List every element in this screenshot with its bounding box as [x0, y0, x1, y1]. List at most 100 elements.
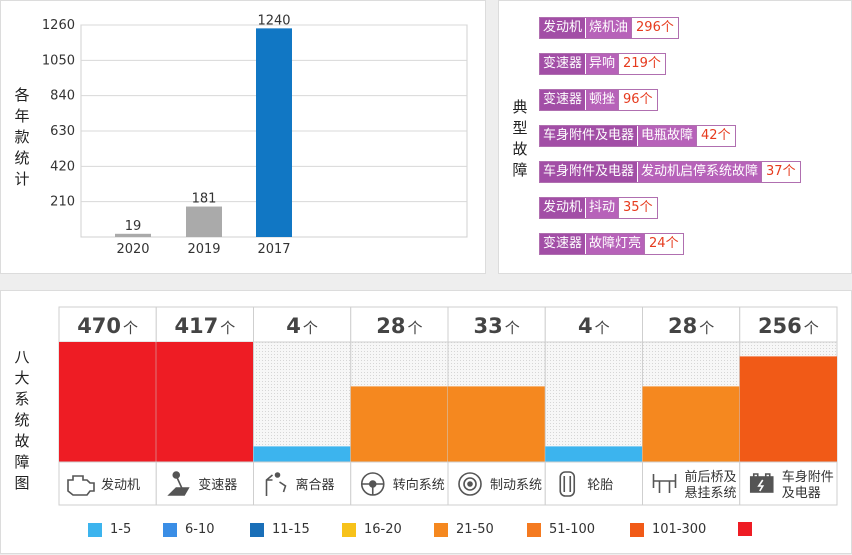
legend-swatch	[163, 522, 177, 537]
legend-item	[738, 522, 760, 536]
fault-system-tag: 车身附件及电器	[540, 126, 638, 146]
brake-disc-icon	[458, 472, 482, 496]
typical-faults-panel: 典型故障 发动机 烧机油 296个 变速器 异响 219个 变速器 顿挫 96个 车身附件及电器电…	[498, 0, 852, 274]
bar-制动系统	[448, 386, 546, 462]
value-header-cell	[58, 306, 157, 343]
fault-system-tag: 发动机	[540, 18, 586, 38]
fault-system-tag: 变速器	[540, 54, 586, 74]
bar-发动机	[59, 342, 157, 462]
category-label: 轮胎	[587, 478, 613, 493]
fault-name-tag: 电瓶故障	[637, 126, 697, 146]
legend-swatch	[630, 522, 644, 537]
category-label: 前后桥及悬挂系统	[685, 469, 737, 501]
system-value-label: 256 个	[758, 314, 819, 338]
fault-name-tag: 烧机油	[585, 18, 632, 38]
legend-item: 101-300	[630, 522, 706, 537]
bar-2020	[115, 233, 151, 237]
legend-swatch	[434, 522, 448, 537]
system-value-label: 417 个	[174, 314, 235, 338]
legend-label: 6-10	[185, 522, 215, 537]
bar-value-label: 181	[192, 192, 217, 207]
fault-item: 发动机 抖动 35个	[539, 197, 658, 219]
legend-label: 1-5	[110, 522, 132, 537]
y-tick-label: 1260	[42, 18, 75, 33]
value-header-cell	[155, 306, 254, 343]
fault-system-tag: 发动机	[540, 198, 586, 218]
year-bar-chart: 210 420 630 840 1050 1260 19 2020 181 2019 1240 201…	[42, 13, 468, 257]
category-label: 离合器	[296, 477, 335, 493]
fault-count-tag: 296个	[631, 18, 678, 38]
steering-wheel-icon	[360, 472, 385, 496]
systems-axis-title: 八大系统故障图	[14, 348, 30, 492]
x-tick-label: 2020	[116, 242, 149, 257]
value-header-cell	[544, 306, 643, 343]
value-header-cell	[350, 306, 449, 343]
category-cell	[544, 461, 643, 506]
y-tick-label: 840	[50, 89, 75, 104]
battery-icon	[749, 473, 774, 493]
year-chart-panel: 各年款统计 210 420 630 840 1050 1260 19 2020 181 2019 1…	[0, 0, 486, 274]
legend-label: 101-300	[652, 522, 707, 537]
system-value-label: 470 个	[77, 314, 138, 338]
category-label: 变速器	[198, 477, 237, 493]
fault-name-tag: 异响	[585, 54, 619, 74]
bar-轮胎	[545, 446, 643, 462]
bar-2017	[256, 28, 292, 237]
x-tick-label: 2019	[187, 242, 220, 257]
fault-system-tag: 变速器	[540, 234, 586, 254]
x-tick-label: 2017	[257, 242, 290, 257]
legend-item: 11-15	[250, 522, 310, 537]
fault-item: 车身附件及电器 电瓶故障 42个	[539, 125, 736, 147]
fault-system-tag: 变速器	[540, 90, 586, 110]
fault-item: 变速器 顿挫 96个	[539, 89, 658, 111]
fault-item: 变速器 故障灯亮 24个	[539, 233, 684, 255]
fault-item: 发动机 烧机油 296个	[539, 17, 679, 39]
legend-label: 11-15	[272, 522, 310, 537]
engine-icon	[67, 475, 95, 496]
y-tick-label: 1050	[42, 53, 75, 68]
legend-label: 21-50	[456, 522, 494, 537]
fault-name-tag: 抖动	[585, 198, 619, 218]
y-tick-label: 630	[50, 124, 75, 139]
legend-item: 21-50	[434, 522, 494, 537]
tire-icon	[559, 471, 576, 497]
category-cell	[155, 461, 254, 506]
category-label: 车身附件及电器	[782, 469, 834, 501]
category-label: 制动系统	[490, 478, 542, 493]
value-header-cell	[253, 306, 352, 343]
legend-swatch	[527, 522, 541, 537]
system-value-label: 33 个	[474, 314, 520, 338]
bar-2019	[186, 206, 222, 237]
category-cell	[253, 461, 352, 506]
fault-system-tag: 车身附件及电器	[540, 162, 638, 182]
fault-count-tag: 37个	[761, 162, 800, 182]
systems-chart-panel: 八大系统故障图 470 个发动机 417 个变速器 4 个离合器 28 个转向系统 33 个制动系…	[0, 290, 852, 554]
legend-swatch	[250, 522, 264, 537]
fault-item: 车身附件及电器 发动机启停系统故障 37个	[539, 161, 801, 183]
bar-变速器	[156, 342, 254, 462]
bar-车身附件及电器	[739, 356, 837, 462]
fault-count-tag: 24个	[644, 234, 683, 254]
fault-name-tag: 发动机启停系统故障	[637, 162, 762, 182]
legend-item: 16-20	[342, 522, 402, 537]
value-header-cell	[739, 306, 838, 343]
bar-转向系统	[350, 386, 448, 462]
axle-icon	[652, 474, 677, 493]
plot-cell	[253, 341, 352, 463]
fault-count-tag: 35个	[618, 198, 657, 218]
category-label: 发动机	[101, 477, 140, 493]
category-cell	[642, 461, 741, 506]
plot-cell	[544, 341, 643, 463]
bar-离合器	[253, 446, 351, 462]
y-tick-label: 210	[50, 195, 75, 210]
fault-item: 变速器 异响 219个	[539, 53, 666, 75]
value-header-cell	[447, 306, 546, 343]
